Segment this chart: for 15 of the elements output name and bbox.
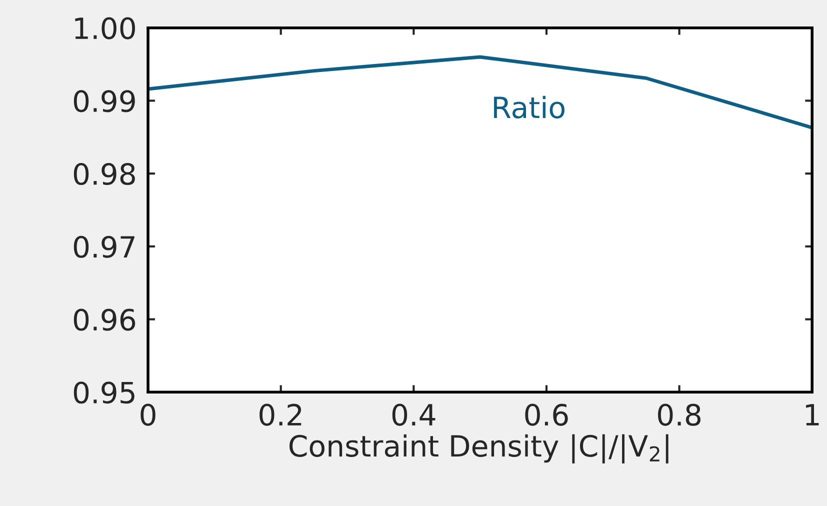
y-tick-label: 1.00: [75, 17, 135, 40]
y-tick-label: 0.98: [74, 162, 135, 186]
y-tick-label: 0.96: [74, 308, 136, 331]
x-axis-title: Constraint Density |C|/|V$_{2}$|: [290, 434, 668, 464]
x-tick-label: 1: [806, 404, 819, 426]
x-tick-label: 0.8: [658, 404, 700, 426]
x-tick-label: 0.2: [260, 404, 302, 426]
y-tick-label: 0.95: [74, 382, 134, 404]
x-tick-label: 0: [140, 404, 156, 426]
y-tick-label: 0.99: [74, 90, 135, 112]
x-tick-label: 0.4: [392, 404, 436, 426]
x-tick-label: 0.6: [525, 404, 568, 426]
line-series: [148, 55, 812, 130]
y-tick-label: 0.97: [74, 236, 134, 258]
series-label: Ratio: [494, 96, 564, 118]
